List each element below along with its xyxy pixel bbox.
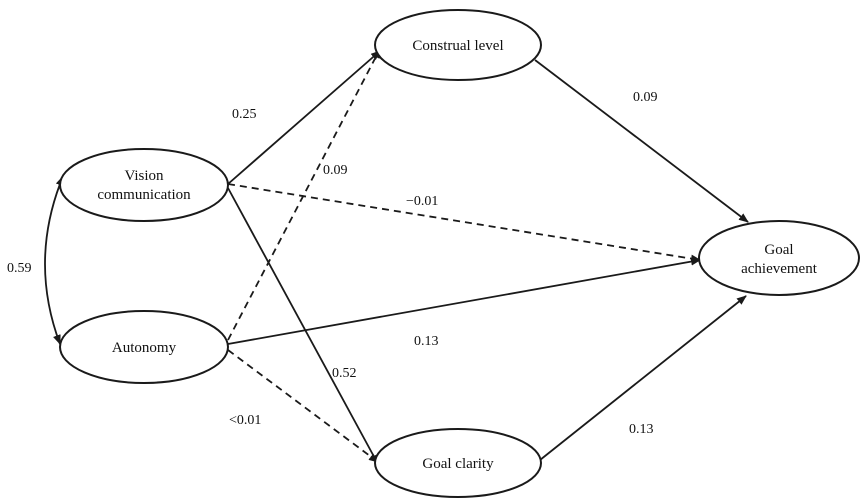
node-goal-clarity: Goal clarity xyxy=(374,428,542,498)
node-autonomy: Autonomy xyxy=(59,310,229,384)
node-vision-communication-label-line2: communication xyxy=(97,187,191,203)
node-goal-achievement-label-line1: Goal xyxy=(764,242,793,258)
edge-construal-to-goal-achievement xyxy=(534,59,749,223)
node-construal-level: Construal level xyxy=(374,9,542,81)
coef-autonomy-to-goal-achievement: 0.13 xyxy=(414,334,439,349)
coef-vision-autonomy-correlation: 0.59 xyxy=(7,261,32,276)
edge-autonomy-to-goal-clarity xyxy=(227,349,379,463)
nodes: Construal level Vision communication Aut… xyxy=(59,9,860,498)
edge-autonomy-to-goal-achievement xyxy=(227,257,701,345)
coef-autonomy-to-goal-clarity: <0.01 xyxy=(229,413,261,428)
coef-construal-to-goal-achievement: 0.09 xyxy=(633,90,658,105)
coef-vision-to-goal-achievement: −0.01 xyxy=(406,194,438,209)
coef-vision-to-construal: 0.25 xyxy=(232,107,257,122)
edge-vision-to-goal-clarity xyxy=(227,187,379,465)
edge-goal-clarity-to-goal-achievement xyxy=(539,295,747,461)
node-goal-achievement: Goal achievement xyxy=(698,220,860,296)
coef-goal-clarity-to-goal-achievement: 0.13 xyxy=(629,422,654,437)
node-construal-level-label: Construal level xyxy=(412,38,503,54)
node-goal-clarity-label: Goal clarity xyxy=(422,456,494,472)
edge-vision-autonomy-correlation xyxy=(44,175,64,345)
node-goal-achievement-label-line2: achievement xyxy=(741,261,818,277)
coef-vision-to-goal-clarity: 0.52 xyxy=(332,366,357,381)
edges xyxy=(44,48,749,465)
node-autonomy-label: Autonomy xyxy=(112,340,177,356)
coefficients: 0.25 0.09 −0.01 0.09 0.13 0.52 <0.01 0.1… xyxy=(7,90,658,437)
edge-vision-to-construal xyxy=(227,50,381,185)
coef-autonomy-to-construal: 0.09 xyxy=(323,163,348,178)
node-vision-communication: Vision communication xyxy=(59,148,229,222)
node-vision-communication-label-line1: Vision xyxy=(124,168,164,184)
edge-autonomy-to-construal xyxy=(227,48,381,341)
edge-vision-to-goal-achievement xyxy=(227,183,701,263)
